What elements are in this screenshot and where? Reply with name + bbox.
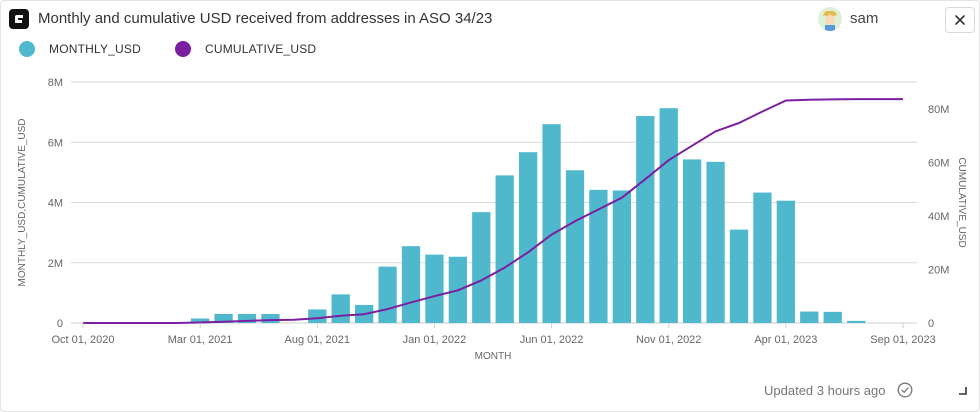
y2-tick-label: 40M [928,211,949,223]
bar [542,124,561,323]
y-tick-label: 6M [48,137,63,149]
y-tick-label: 0 [57,318,63,330]
bar [683,159,702,323]
close-icon [955,15,965,25]
bar [519,152,538,323]
avatar-icon[interactable] [818,7,842,31]
bar [378,266,397,323]
close-button[interactable] [945,7,975,33]
bar [472,212,491,323]
x-tick-label: Jan 01, 2022 [403,334,467,346]
bar [495,175,514,323]
cumulative-line [83,98,903,324]
bar [729,229,749,323]
check-circle-icon [897,382,913,398]
resize-corner-icon[interactable] [959,387,967,395]
y-tick-label: 4M [48,198,63,210]
bar [401,246,421,323]
bar [659,108,678,324]
x-tick-label: Aug 01, 2021 [285,334,350,346]
bar [847,320,866,323]
legend-dot-monthly [19,41,35,57]
legend-label-cumulative: CUMULATIVE_USD [205,42,317,56]
y2-axis-title: CUMULATIVE_USD [956,157,967,247]
y2-tick-label: 0 [928,318,934,330]
x-tick-label: Mar 01, 2021 [168,334,233,346]
x-tick-label: Nov 01, 2022 [636,334,701,346]
bar [706,161,725,323]
page-title: Monthly and cumulative USD received from… [38,10,493,27]
bar [753,192,772,323]
y-tick-label: 8M [48,77,63,89]
bar [612,190,631,323]
bar [331,294,350,323]
x-axis-title: MONTH [475,351,512,362]
bar [191,318,210,323]
updated-status: Updated 3 hours ago [764,383,886,398]
bar [636,116,655,323]
bar [776,200,795,323]
bar [565,170,585,323]
bar [425,254,444,323]
legend-dot-cumulative [175,41,191,57]
chart-legend: MONTHLY_USD CUMULATIVE_USD [19,41,350,57]
legend-label-monthly: MONTHLY_USD [49,42,141,56]
bar [237,313,257,323]
bar [214,313,233,323]
bar [589,189,608,323]
y-tick-label: 2M [48,258,63,270]
y2-tick-label: 60M [928,157,949,169]
user-name[interactable]: sam [850,10,879,27]
y2-tick-label: 80M [928,104,949,116]
chart-plot: 0 2M 4M 6M 8M 0 20M 40M 60M 80M Oct 01, 2020 Mar 01… [17,77,967,362]
y2-tick-label: 20M [928,264,949,276]
x-tick-label: Oct 01, 2020 [52,334,115,346]
x-tick-label: Jun 01, 2022 [520,334,584,346]
y-axis-title: MONTHLY_USD,CUMULATIVE_USD [17,119,28,287]
bar [308,309,327,323]
bar [261,313,280,323]
app-logo-icon [9,9,29,29]
legend-item-monthly[interactable]: MONTHLY_USD [19,41,141,57]
bar [823,311,842,323]
x-tick-label: Sep 01, 2023 [870,334,935,346]
legend-item-cumulative[interactable]: CUMULATIVE_USD [175,41,316,57]
bar [800,311,819,323]
x-tick-label: Apr 01, 2023 [754,334,817,346]
